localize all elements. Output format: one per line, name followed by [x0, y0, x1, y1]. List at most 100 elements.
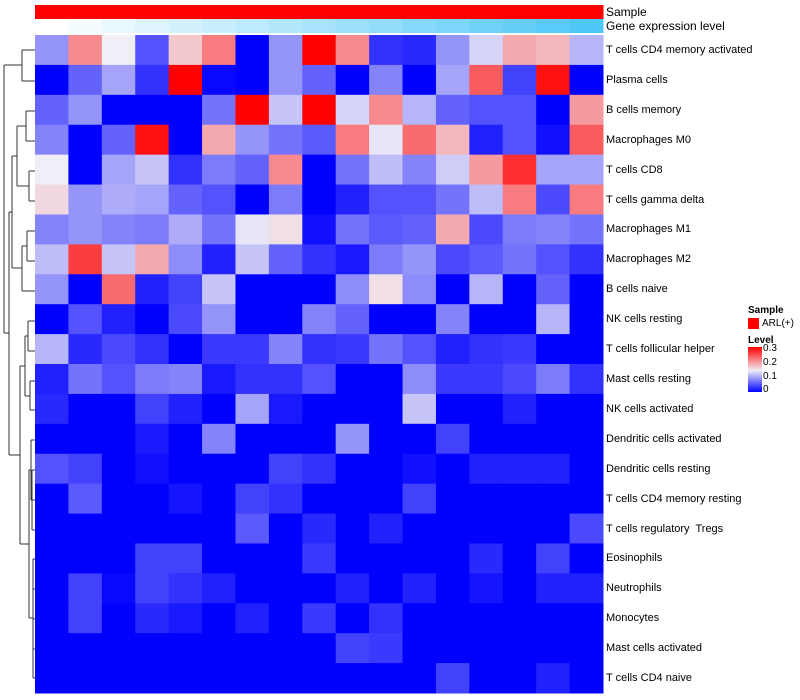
heatmap-cell [402, 154, 437, 186]
heatmap-cell [469, 603, 504, 634]
heatmap-cell [202, 214, 236, 245]
heatmap-cell [68, 244, 103, 275]
heatmap-cell [168, 393, 203, 425]
heatmap-cell [68, 64, 103, 96]
sample-annotation-cell [235, 5, 270, 19]
heatmap-cell [235, 393, 270, 425]
row-label: Dendritic cells resting [606, 462, 711, 475]
heatmap-cell [302, 184, 337, 215]
heatmap-cell [369, 513, 404, 544]
heatmap-cell [235, 364, 270, 395]
heatmap-cell [536, 633, 571, 664]
level-tick-0: 0 [763, 384, 769, 395]
heatmap-cell [402, 663, 437, 694]
sample-legend-title: Sample [748, 305, 784, 316]
heatmap-cell [302, 393, 337, 425]
heatmap-cell [536, 304, 571, 335]
heatmap-cell [469, 244, 504, 275]
heatmap-cell [435, 64, 470, 96]
heatmap-cell [335, 154, 370, 186]
heatmap-cell [435, 663, 470, 694]
heatmap-cell [168, 573, 203, 604]
heatmap-cell [335, 513, 370, 544]
heatmap-cell [202, 543, 236, 574]
sample-annotation-cell [168, 5, 203, 19]
heatmap-cell [168, 423, 203, 455]
heatmap-cell [335, 35, 370, 66]
heatmap-cell [168, 663, 203, 694]
heatmap-cell [202, 393, 236, 425]
heatmap-cell [202, 94, 236, 126]
heatmap-cell [101, 633, 136, 664]
heatmap-cell [469, 453, 504, 485]
heatmap-cell [101, 124, 136, 156]
heatmap-cell [502, 214, 537, 245]
heatmap-cell [536, 334, 571, 365]
gene-expression-annotation-cell [569, 19, 604, 33]
row-label: Eosinophils [606, 552, 663, 565]
gene-expression-annotation-cell [268, 19, 303, 33]
heatmap-cell [302, 513, 337, 544]
heatmap-cell [135, 603, 170, 634]
row-label: Mast cells resting [606, 372, 691, 385]
heatmap-cell [101, 543, 136, 574]
heatmap-cell [268, 304, 303, 335]
heatmap-cell [168, 244, 203, 275]
heatmap-cell [35, 154, 69, 186]
heatmap-cell [402, 244, 437, 275]
heatmap-cell [68, 603, 103, 634]
heatmap-cell [135, 663, 170, 694]
heatmap-cell [469, 513, 504, 544]
heatmap-cell [435, 214, 470, 245]
sample-annotation-cell [569, 5, 604, 19]
heatmap-cell [268, 633, 303, 664]
heatmap-cell [569, 393, 604, 425]
heatmap-cell [536, 513, 571, 544]
heatmap-cell [435, 543, 470, 574]
heatmap-cell [68, 663, 103, 694]
gene-expression-annotation-cell [469, 19, 504, 33]
heatmap-cell [536, 573, 571, 604]
level-colorbar [748, 347, 762, 392]
heatmap-cell [536, 35, 571, 66]
heatmap-cell [469, 274, 504, 305]
sample-annotation-cell [435, 5, 470, 19]
heatmap-cell [68, 35, 103, 66]
heatmap-cell [569, 184, 604, 215]
heatmap-cell [168, 124, 203, 156]
gene-expression-annotation-cell [369, 19, 404, 33]
row-label: B cells memory [606, 103, 682, 116]
heatmap-cell [469, 304, 504, 335]
heatmap-cell [302, 573, 337, 604]
heatmap-cell [569, 334, 604, 365]
row-label: T cells CD4 memory resting [606, 492, 742, 505]
heatmap-cell [35, 633, 69, 664]
heatmap-cell [101, 453, 136, 485]
heatmap-cell [135, 633, 170, 664]
heatmap-cell [536, 124, 571, 156]
row-label: NK cells activated [606, 402, 694, 415]
heatmap-cell [268, 543, 303, 574]
row-label: Macrophages M0 [606, 133, 691, 146]
heatmap-cell [502, 334, 537, 365]
heatmap-cell [235, 483, 270, 515]
heatmap-cell [502, 423, 537, 455]
heatmap-cell [135, 334, 170, 365]
row-label: Monocytes [606, 612, 660, 625]
heatmap-cell [101, 214, 136, 245]
heatmap-cell [435, 603, 470, 634]
heatmap-cell [435, 633, 470, 664]
heatmap-cell [35, 513, 69, 544]
heatmap-cell [35, 214, 69, 245]
heatmap-cell [202, 154, 236, 186]
heatmap-cell [101, 663, 136, 694]
heatmap-cell [335, 453, 370, 485]
column-annotations [35, 5, 604, 33]
heatmap-cell [235, 603, 270, 634]
heatmap-cell [502, 663, 537, 694]
heatmap-cell [335, 573, 370, 604]
heatmap-cell [569, 364, 604, 395]
heatmap-cell [502, 603, 537, 634]
heatmap-cell [268, 124, 303, 156]
heatmap-cell [502, 393, 537, 425]
